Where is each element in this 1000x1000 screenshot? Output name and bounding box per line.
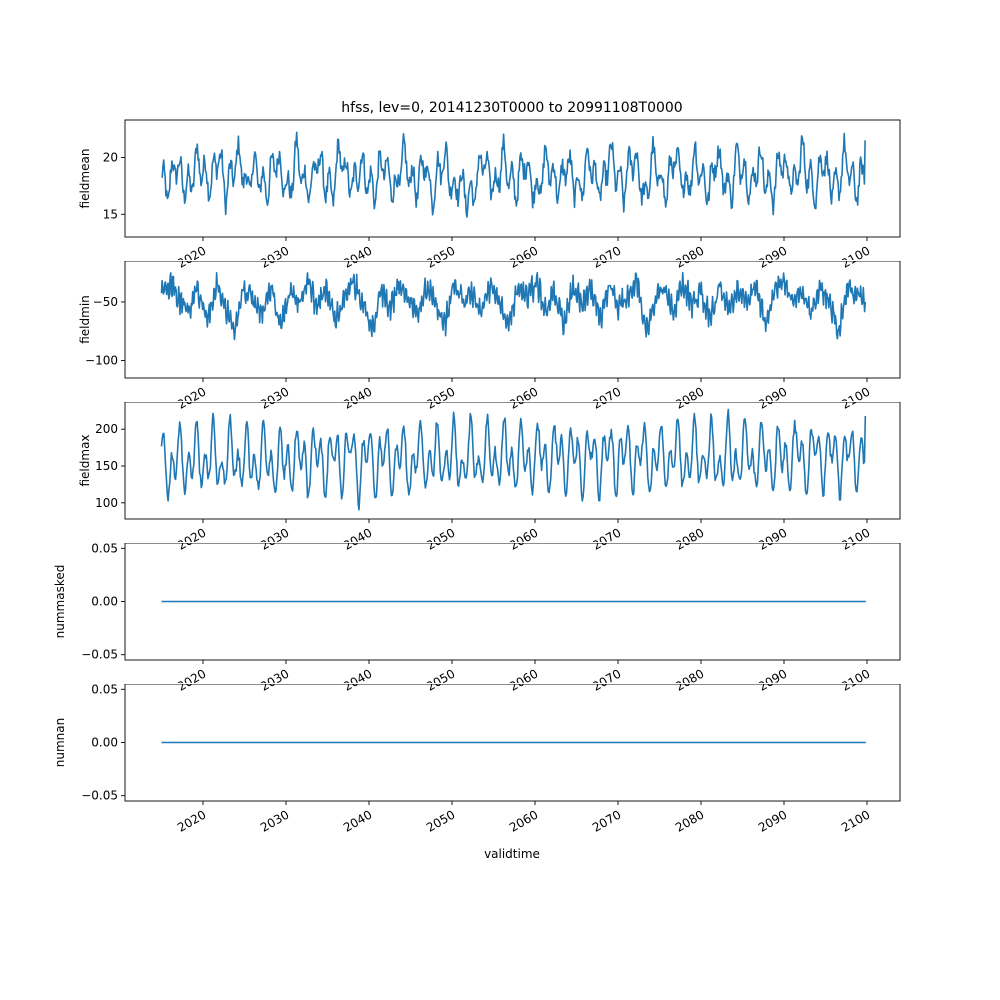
x-tick-label-fieldmin: 2070 [590,384,623,411]
x-tick-label-fieldmax: 2050 [424,525,457,552]
x-tick-label-fieldmean: 2030 [258,243,291,270]
y-tick-label-numnan: 0.05 [91,682,118,696]
x-tick-label-fieldmean: 2080 [673,243,706,270]
x-tick-label-nummasked: 2040 [341,666,374,693]
x-tick-label-fieldmax: 2020 [175,525,208,552]
x-tick-label-fieldmean: 2100 [839,243,872,270]
y-tick-label-nummasked: −0.05 [81,648,118,662]
x-tick-label-numnan: 2030 [258,807,291,834]
x-tick-label-numnan: 2100 [839,807,872,834]
x-tick-label-fieldmin: 2040 [341,384,374,411]
overlap-mask [123,401,902,402]
x-tick-label-fieldmax: 2060 [507,525,540,552]
panel-fieldmean: 15 20 fieldmean 2020 2030 2040 2050 2060 2070 208… [78,119,901,271]
y-tick-label-fieldmean: 20 [103,150,118,164]
x-tick-label-numnan: 2050 [424,807,457,834]
x-tick-label-fieldmin: 2020 [175,384,208,411]
y-tick-label-nummasked: 0.05 [91,541,118,555]
x-tick-label-fieldmin: 2080 [673,384,706,411]
y-axis-label-fieldmean: fieldmean [78,149,92,209]
y-tick-label-nummasked: 0.00 [91,595,118,609]
x-tick-label-numnan: 2020 [175,807,208,834]
x-axis-label: validtime [484,847,540,861]
x-tick-label-nummasked: 2100 [839,666,872,693]
y-tick-label-fieldmin: −100 [85,353,118,367]
axes-frame-fieldmean [124,119,901,238]
x-tick-label-fieldmax: 2030 [258,525,291,552]
x-tick-label-fieldmin: 2030 [258,384,291,411]
x-tick-label-nummasked: 2080 [673,666,706,693]
overlap-mask [123,260,902,261]
x-tick-label-fieldmean: 2050 [424,243,457,270]
series-line-fieldmean [161,131,866,218]
x-tick-label-fieldmax: 2090 [756,525,789,552]
x-tick-label-nummasked: 2050 [424,666,457,693]
y-tick-label-fieldmax: 200 [95,422,118,436]
y-tick-label-fieldmax: 150 [95,459,118,473]
x-tick-label-numnan: 2080 [673,807,706,834]
chart-title: hfss, lev=0, 20141230T0000 to 20991108T0… [341,100,682,116]
panel-nummasked: −0.05 0.00 0.05 nummasked 2020 2030 2040 2050 20… [53,541,901,694]
x-tick-label-fieldmax: 2070 [590,525,623,552]
x-tick-label-fieldmean: 2040 [341,243,374,270]
x-tick-label-fieldmean: 2060 [507,243,540,270]
overlap-mask [123,542,902,543]
y-axis-label-fieldmax: fieldmax [78,434,92,486]
x-tick-label-numnan: 2070 [590,807,623,834]
x-tick-label-fieldmin: 2100 [839,384,872,411]
y-tick-label-fieldmean: 15 [103,207,118,221]
y-tick-label-fieldmax: 100 [95,496,118,510]
y-axis-label-numnan: numnan [53,718,67,767]
y-tick-label-numnan: −0.05 [81,789,118,803]
x-tick-label-fieldmax: 2080 [673,525,706,552]
x-tick-label-numnan: 2090 [756,807,789,834]
x-tick-label-fieldmean: 2090 [756,243,789,270]
x-tick-label-fieldmin: 2090 [756,384,789,411]
x-tick-label-nummasked: 2020 [175,666,208,693]
x-tick-label-fieldmax: 2040 [341,525,374,552]
x-tick-label-numnan: 2060 [507,807,540,834]
panel-numnan: −0.05 0.00 0.05 numnan 2020 2030 2040 2050 2060 2… [53,682,901,835]
series-line-fieldmax [160,408,867,511]
x-tick-label-nummasked: 2090 [756,666,789,693]
x-tick-label-nummasked: 2030 [258,666,291,693]
overlap-mask [123,683,902,684]
x-tick-label-nummasked: 2070 [590,666,623,693]
y-axis-label-nummasked: nummasked [53,565,67,639]
series-line-fieldmin [160,271,867,341]
y-tick-label-numnan: 0.00 [91,736,118,750]
x-tick-label-fieldmean: 2070 [590,243,623,270]
x-tick-label-fieldmin: 2050 [424,384,457,411]
x-tick-label-numnan: 2040 [341,807,374,834]
x-tick-label-fieldmax: 2100 [839,525,872,552]
x-tick-label-fieldmean: 2020 [175,243,208,270]
x-tick-label-nummasked: 2060 [507,666,540,693]
x-tick-label-fieldmin: 2060 [507,384,540,411]
y-axis-label-fieldmin: fieldmin [78,295,92,344]
y-tick-label-fieldmin: −50 [93,295,118,309]
